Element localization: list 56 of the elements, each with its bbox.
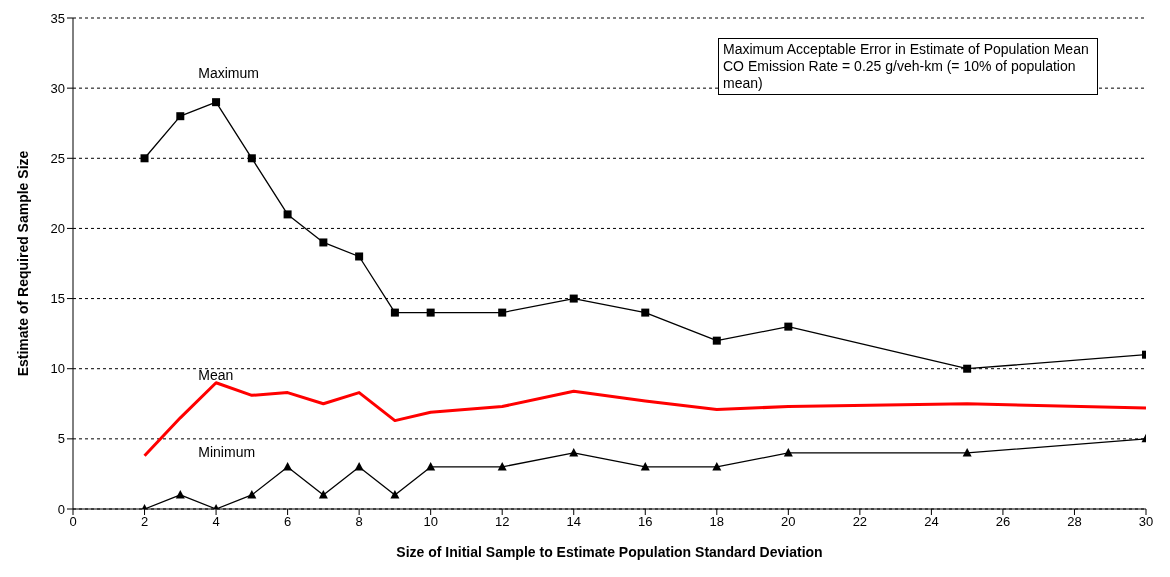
point: [140, 154, 149, 163]
point: [712, 461, 722, 471]
x-tick-label: 16: [638, 514, 653, 530]
point: [426, 461, 436, 471]
point: [962, 447, 972, 457]
x-tick-label: 18: [709, 514, 725, 530]
x-tick-label: 12: [494, 514, 510, 530]
y-tick-label: 10: [50, 361, 65, 377]
point: [569, 294, 578, 303]
point: [783, 447, 793, 457]
x-tick-label: 20: [781, 514, 796, 530]
x-tick-label: 24: [924, 514, 939, 530]
point: [426, 308, 435, 317]
y-tick-label: 30: [50, 80, 65, 96]
x-tick-label: 26: [995, 514, 1011, 530]
y-tick-label: 5: [57, 431, 65, 447]
y-axis-title: Estimate of Required Sample Size: [14, 150, 31, 377]
x-axis-title: Size of Initial Sample to Estimate Population Standard Deviation: [396, 543, 823, 560]
y-tick-label: 20: [50, 221, 65, 237]
series-label: Minimum: [198, 443, 256, 460]
point: [784, 322, 793, 331]
x-tick-label: 4: [212, 514, 220, 530]
point: [247, 489, 257, 499]
point: [640, 461, 650, 471]
series-label: Maximum: [198, 65, 259, 82]
y-tick-label: 15: [50, 291, 65, 307]
point: [569, 447, 579, 457]
point: [963, 364, 972, 373]
point: [641, 308, 650, 317]
x-tick-label: 2: [140, 514, 149, 530]
point: [355, 252, 364, 261]
x-tick-label: 22: [852, 514, 868, 530]
point: [175, 489, 185, 499]
point: [712, 336, 721, 345]
line-series: [143, 381, 1146, 458]
y-tick-label: 25: [50, 150, 65, 166]
point: [283, 210, 292, 219]
x-tick-label: 6: [283, 514, 292, 530]
annotation: Maximum Acceptable Error in Estimate of Population Mean CO Emission Rate = 0.25 g/veh-km (= 10% of population mean): [718, 38, 1098, 95]
point: [497, 461, 507, 471]
point: [176, 112, 185, 121]
y-tick-label: 35: [50, 10, 65, 26]
y-tick-label: 0: [57, 501, 65, 517]
point: [319, 238, 328, 247]
point: [247, 154, 256, 163]
point: [212, 98, 221, 107]
point: [318, 489, 328, 499]
x-tick-label: 0: [69, 514, 77, 530]
x-tick-label: 8: [355, 514, 363, 530]
point: [498, 308, 507, 317]
x-tick-label: 10: [423, 514, 438, 530]
x-tick-label: 30: [1138, 514, 1154, 530]
x-tick-label: 28: [1067, 514, 1082, 530]
series-label: Mean: [198, 366, 234, 383]
x-tick-label: 14: [566, 514, 581, 530]
point: [390, 308, 399, 317]
